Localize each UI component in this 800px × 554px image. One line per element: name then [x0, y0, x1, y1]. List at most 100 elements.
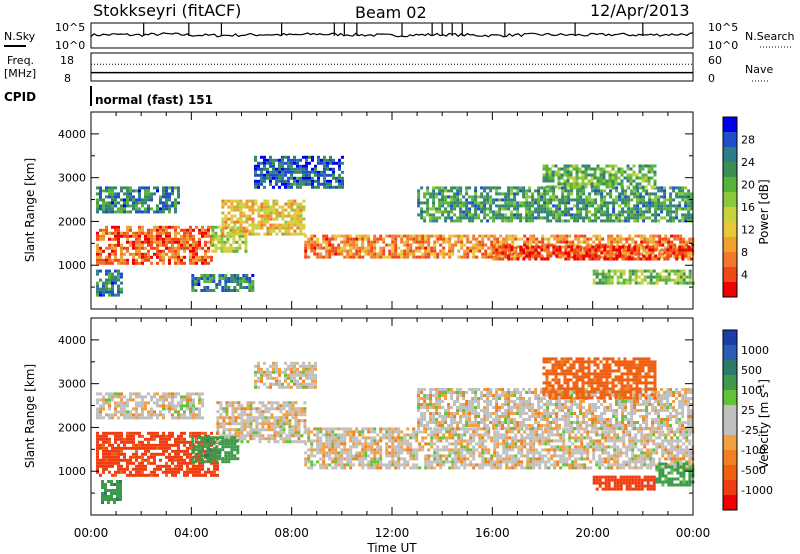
velocity-cell — [325, 451, 329, 455]
velocity-cell — [352, 454, 356, 458]
power-cell — [409, 252, 413, 256]
power-cell — [558, 198, 562, 202]
power-cell — [346, 249, 350, 253]
power-cell — [687, 245, 691, 249]
power-cell — [254, 223, 258, 227]
velocity-cell — [412, 448, 416, 452]
velocity-cell — [114, 404, 117, 408]
power-cell — [590, 179, 594, 183]
velocity-cell — [153, 413, 156, 417]
power-cell — [511, 252, 515, 256]
power-cell — [645, 201, 649, 205]
power-cell — [478, 246, 482, 250]
power-cell — [138, 225, 141, 229]
power-cell — [314, 173, 317, 177]
power-cell — [542, 167, 546, 171]
velocity-cell — [313, 439, 317, 443]
power-cell — [474, 207, 478, 211]
velocity-cell — [343, 457, 347, 461]
power-cell — [177, 249, 180, 253]
power-cell — [576, 195, 580, 199]
velocity-cell — [358, 442, 362, 446]
velocity-cell — [325, 433, 329, 437]
power-cell — [517, 252, 521, 256]
power-cell — [610, 240, 614, 244]
power-cell — [260, 179, 263, 183]
power-cell — [198, 228, 201, 232]
power-cell — [639, 198, 643, 202]
power-cell — [226, 246, 230, 250]
velocity-cell — [117, 401, 120, 405]
power-cell — [477, 216, 481, 220]
velocity-cell — [397, 454, 401, 458]
power-cell — [117, 195, 120, 199]
velocity-cell — [219, 407, 223, 411]
power-cell — [654, 207, 658, 211]
power-cell — [153, 240, 156, 244]
power-cell — [638, 176, 642, 180]
velocity-cell — [249, 404, 253, 408]
power-cell — [438, 216, 442, 220]
power-cell — [619, 275, 623, 279]
power-cell — [156, 186, 159, 190]
power-cell — [296, 220, 300, 224]
power-cell — [223, 234, 227, 238]
velocity-cell — [174, 467, 177, 471]
velocity-cell — [273, 440, 277, 444]
power-cell — [224, 280, 228, 283]
velocity-cell — [135, 404, 138, 408]
power-cell — [463, 243, 467, 247]
velocity-cell — [340, 466, 344, 470]
velocity-cell — [240, 422, 244, 426]
velocity-cell — [276, 407, 280, 411]
power-cell — [639, 195, 643, 199]
power-cell — [657, 198, 661, 202]
power-cell — [254, 208, 258, 212]
power-cell — [400, 252, 404, 256]
velocity-cell — [159, 440, 162, 444]
velocity-cell — [96, 440, 99, 444]
power-cell — [293, 214, 297, 218]
power-cell — [600, 204, 604, 208]
power-cell — [281, 164, 284, 168]
power-cell — [284, 182, 287, 186]
power-cell — [633, 210, 637, 214]
power-cell — [129, 195, 132, 199]
power-cell — [162, 207, 165, 211]
power-cell — [263, 164, 266, 168]
velocity-cell — [343, 448, 347, 452]
velocity-cell — [114, 434, 117, 438]
power-cell — [453, 186, 457, 190]
power-cell — [603, 210, 607, 214]
velocity-cell — [177, 467, 180, 471]
power-cell — [192, 240, 195, 244]
velocity-cell — [370, 448, 374, 452]
power-cell — [652, 275, 656, 279]
power-cell — [192, 252, 195, 256]
power-cell — [444, 216, 448, 220]
velocity-cell — [282, 419, 286, 423]
velocity-cell — [96, 470, 99, 474]
power-cell — [105, 204, 108, 208]
power-cell — [516, 257, 520, 261]
power-cell — [323, 164, 326, 168]
velocity-cell — [108, 464, 111, 468]
power-cell — [661, 240, 665, 244]
power-cell — [358, 249, 362, 253]
velocity-cell — [367, 445, 371, 449]
velocity-cell — [313, 448, 317, 452]
power-cell — [332, 167, 335, 171]
power-cell — [147, 195, 150, 199]
power-cell — [218, 283, 222, 286]
power-cell — [316, 246, 320, 250]
power-cell — [260, 182, 263, 186]
velocity-cell — [168, 434, 171, 438]
power-cell — [248, 199, 252, 203]
power-cell — [218, 277, 222, 280]
velocity-cell — [219, 401, 223, 405]
power-cell — [526, 243, 530, 247]
power-cell — [102, 258, 105, 262]
power-cell — [481, 252, 485, 256]
power-cell — [647, 176, 651, 180]
power-cell — [601, 272, 605, 276]
